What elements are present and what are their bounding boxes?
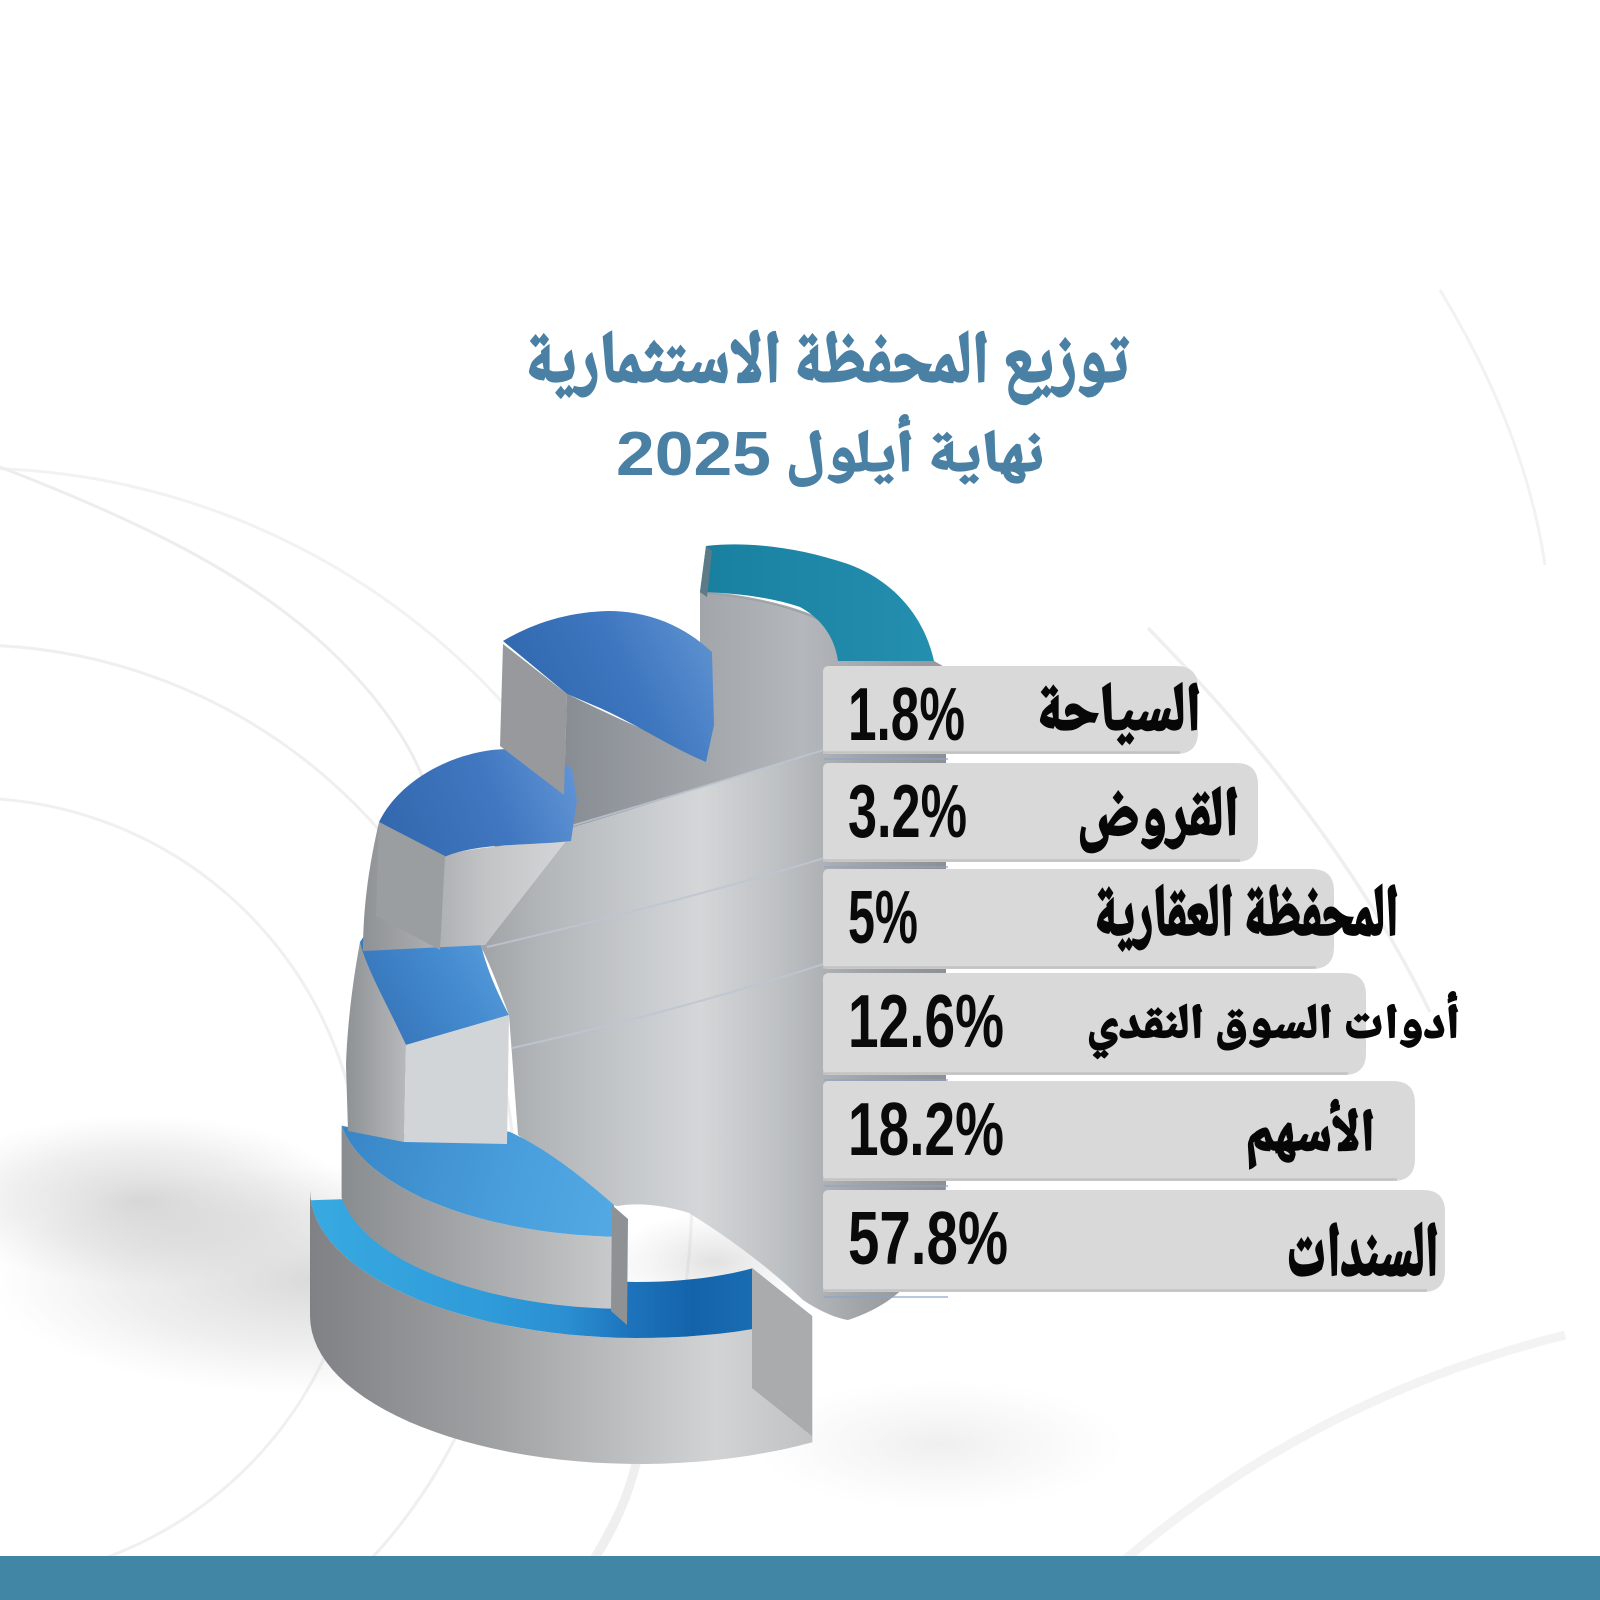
svg-text:18.2%: 18.2% — [848, 1087, 1004, 1171]
svg-text:3.2%: 3.2% — [848, 769, 967, 853]
svg-text:12.6%: 12.6% — [848, 979, 1004, 1063]
svg-text:5%: 5% — [848, 875, 918, 959]
svg-text:57.8%: 57.8% — [848, 1196, 1008, 1280]
svg-text:2025: 2025 — [616, 420, 771, 489]
svg-text:1.8%: 1.8% — [848, 672, 965, 756]
